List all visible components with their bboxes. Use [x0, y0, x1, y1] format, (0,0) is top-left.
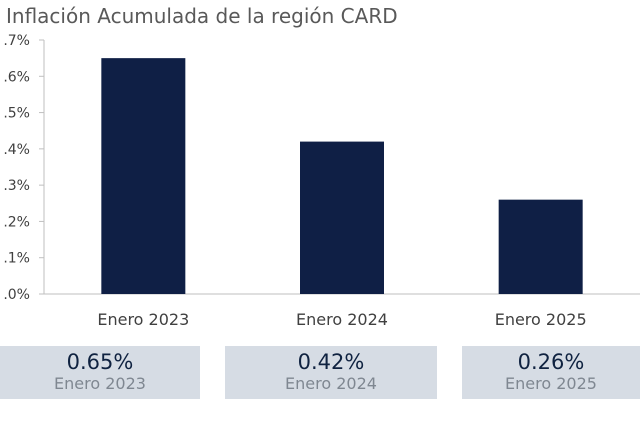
summary-card-value: 0.42% — [297, 350, 365, 374]
summary-card-2024: 0.42% Enero 2024 — [225, 346, 437, 399]
x-category-label: Enero 2025 — [495, 310, 587, 329]
summary-card-2023: 0.65% Enero 2023 — [0, 346, 200, 399]
chart-title: Inflación Acumulada de la región CARD — [6, 4, 398, 28]
summary-card-label: Enero 2024 — [285, 374, 377, 393]
y-tick-label: .2% — [3, 214, 30, 230]
bar-chart: .0% .1% .2% .3% .4% .5% .6% .7% Enero 2023 Enero … — [3, 33, 640, 329]
summary-card-2025: 0.26% Enero 2025 — [462, 346, 640, 399]
bar — [498, 199, 583, 294]
y-tick-label: .5% — [3, 106, 30, 122]
bar — [101, 58, 186, 295]
y-tick-label: .0% — [3, 287, 30, 303]
summary-card-value: 0.26% — [517, 350, 585, 374]
y-tick-label: .4% — [3, 142, 30, 158]
x-category-label: Enero 2024 — [296, 310, 388, 329]
x-category-label: Enero 2023 — [97, 310, 189, 329]
bar — [300, 141, 384, 294]
summary-card-label: Enero 2025 — [505, 374, 597, 393]
y-tick-label: .7% — [3, 33, 30, 49]
y-tick-label: .6% — [3, 69, 30, 85]
summary-card-label: Enero 2023 — [54, 374, 146, 393]
y-tick-label: .1% — [3, 251, 30, 267]
summary-card-value: 0.65% — [66, 350, 134, 374]
y-tick-label: .3% — [3, 178, 30, 194]
